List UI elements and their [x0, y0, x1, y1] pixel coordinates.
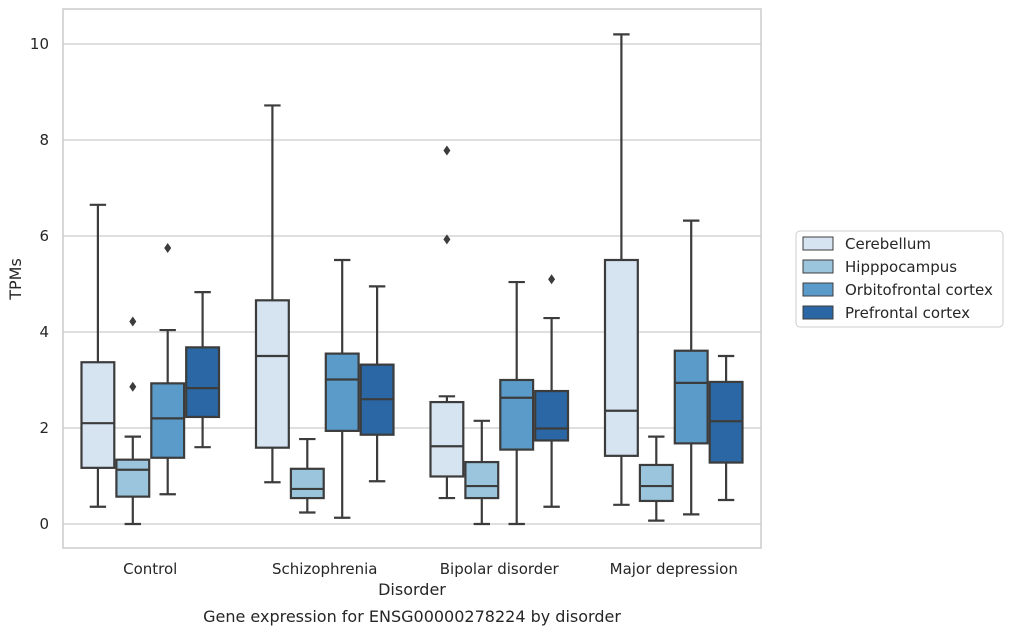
- x-tick-label: Bipolar disorder: [440, 560, 560, 578]
- box-iqr: [254, 299, 290, 449]
- box-iqr: [289, 467, 325, 500]
- y-tick-label: 8: [39, 131, 49, 149]
- box-iqr: [534, 389, 570, 442]
- outlier-point: [443, 234, 451, 245]
- x-tick-label: Control: [123, 560, 177, 578]
- x-axis-ticks: Control Schizophrenia Bipolar disorder Majo…: [123, 560, 738, 578]
- x-tick-label: Schizophrenia: [272, 560, 377, 578]
- box-prefrontal-cortex: [708, 354, 744, 502]
- box-cerebellum: [254, 104, 290, 484]
- legend-swatch: [802, 236, 834, 251]
- box-hipppocampus: [289, 437, 325, 514]
- box-iqr: [429, 400, 465, 478]
- box-iqr: [115, 458, 151, 498]
- outlier-point: [129, 316, 137, 327]
- x-tick-label: Major depression: [610, 560, 738, 578]
- y-tick-label: 10: [30, 35, 49, 53]
- x-axis-label: Disorder: [378, 580, 446, 599]
- outlier-point: [443, 145, 451, 156]
- box-iqr: [638, 463, 674, 503]
- outlier-point: [129, 381, 137, 392]
- box-prefrontal-cortex: [359, 285, 395, 483]
- legend-label: Cerebellum: [845, 235, 931, 253]
- box-orbitofrontal-cortex: [499, 280, 535, 526]
- box-iqr: [80, 361, 116, 469]
- y-axis-label: TPMs: [6, 258, 25, 301]
- box-series: [80, 33, 744, 526]
- box-iqr: [150, 382, 186, 459]
- box-iqr: [673, 349, 709, 445]
- box-hipppocampus: [115, 316, 151, 526]
- box-orbitofrontal-cortex: [673, 219, 709, 516]
- box-cerebellum: [429, 145, 465, 500]
- legend: Cerebellum Hipppocampus Orbitofrontal cort…: [795, 230, 1004, 328]
- outlier-point: [548, 274, 556, 285]
- box-prefrontal-cortex: [534, 274, 570, 508]
- box-iqr: [499, 378, 535, 451]
- plot-area-frame: [62, 8, 762, 549]
- box-iqr: [464, 460, 500, 500]
- box-iqr: [185, 346, 221, 419]
- legend-swatch: [802, 282, 834, 297]
- y-tick-label: 4: [39, 323, 49, 341]
- box-iqr: [324, 352, 360, 432]
- legend-swatch: [802, 305, 834, 320]
- y-tick-label: 0: [39, 515, 49, 533]
- y-tick-label: 2: [39, 419, 49, 437]
- box-orbitofrontal-cortex: [324, 258, 360, 519]
- box-cerebellum: [80, 203, 116, 508]
- y-tick-label: 6: [39, 227, 49, 245]
- chart-caption: Gene expression for ENSG00000278224 by d…: [203, 607, 621, 626]
- outlier-point: [164, 243, 172, 253]
- box-orbitofrontal-cortex: [150, 243, 186, 496]
- box-prefrontal-cortex: [185, 291, 221, 449]
- y-axis-ticks: 0 2 4 6 8 10: [30, 35, 49, 533]
- box-iqr: [603, 258, 639, 457]
- box-hipppocampus: [638, 435, 674, 522]
- legend-label: Orbitofrontal cortex: [845, 281, 993, 299]
- legend-label: Hipppocampus: [845, 258, 957, 276]
- box-hipppocampus: [464, 419, 500, 526]
- legend-label: Prefrontal cortex: [845, 304, 970, 322]
- legend-frame: [795, 230, 1004, 328]
- box-cerebellum: [603, 33, 639, 506]
- legend-swatch: [802, 259, 834, 274]
